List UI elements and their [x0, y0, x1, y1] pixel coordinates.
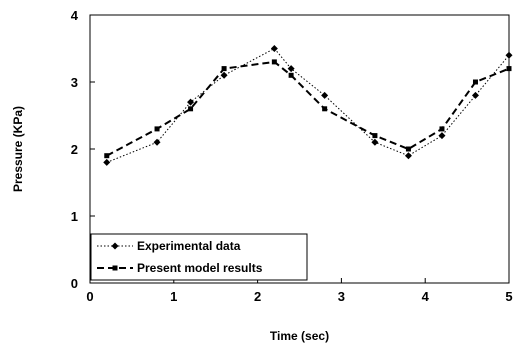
x-tick-label: 1	[170, 289, 177, 304]
y-tick-label: 0	[71, 276, 78, 291]
x-axis-title: Time (sec)	[270, 329, 329, 343]
model-point	[439, 126, 445, 132]
experimental-point	[404, 152, 412, 160]
model-point	[104, 153, 110, 159]
experimental-point	[371, 138, 379, 146]
legend-marker-experimental	[111, 242, 119, 250]
legend-marker-model	[112, 265, 118, 271]
model-point	[271, 59, 277, 65]
y-tick-label: 4	[71, 8, 79, 23]
experimental-point	[321, 91, 329, 99]
series-line-model	[106, 60, 510, 157]
series-layer	[103, 45, 513, 166]
y-tick-label: 3	[71, 75, 78, 90]
model-point	[372, 133, 378, 139]
experimental-point	[153, 138, 161, 146]
experimental-point	[287, 65, 295, 73]
x-tick-label: 5	[505, 289, 512, 304]
x-tick-label: 3	[338, 289, 345, 304]
model-point	[405, 146, 411, 152]
y-tick-label: 1	[71, 209, 78, 224]
experimental-point	[505, 51, 513, 59]
experimental-point	[438, 132, 446, 140]
experimental-point	[187, 98, 195, 106]
axis-ticks: 0 1 2 3 4 5 0 1 2 3 4	[71, 8, 513, 304]
model-point	[322, 106, 328, 112]
y-tick-label: 2	[71, 142, 78, 157]
experimental-point	[220, 71, 228, 79]
legend: Experimental data Present model results	[90, 233, 308, 281]
experimental-point	[270, 45, 278, 52]
x-tick-label: 4	[422, 289, 430, 304]
model-point	[288, 72, 294, 78]
x-tick-label: 2	[254, 289, 261, 304]
model-point	[506, 66, 512, 72]
legend-label-model: Present model results	[137, 261, 263, 275]
x-tick-label: 0	[86, 289, 93, 304]
y-axis-title: Pressure (KPa)	[11, 106, 25, 192]
series-line-experimental	[106, 47, 510, 163]
legend-box	[90, 233, 308, 281]
model-point	[188, 106, 194, 112]
experimental-point	[471, 91, 479, 99]
model-point	[221, 66, 227, 72]
experimental-point	[103, 158, 111, 166]
model-point	[472, 79, 478, 85]
model-point	[154, 126, 160, 132]
legend-label-experimental: Experimental data	[137, 239, 241, 253]
